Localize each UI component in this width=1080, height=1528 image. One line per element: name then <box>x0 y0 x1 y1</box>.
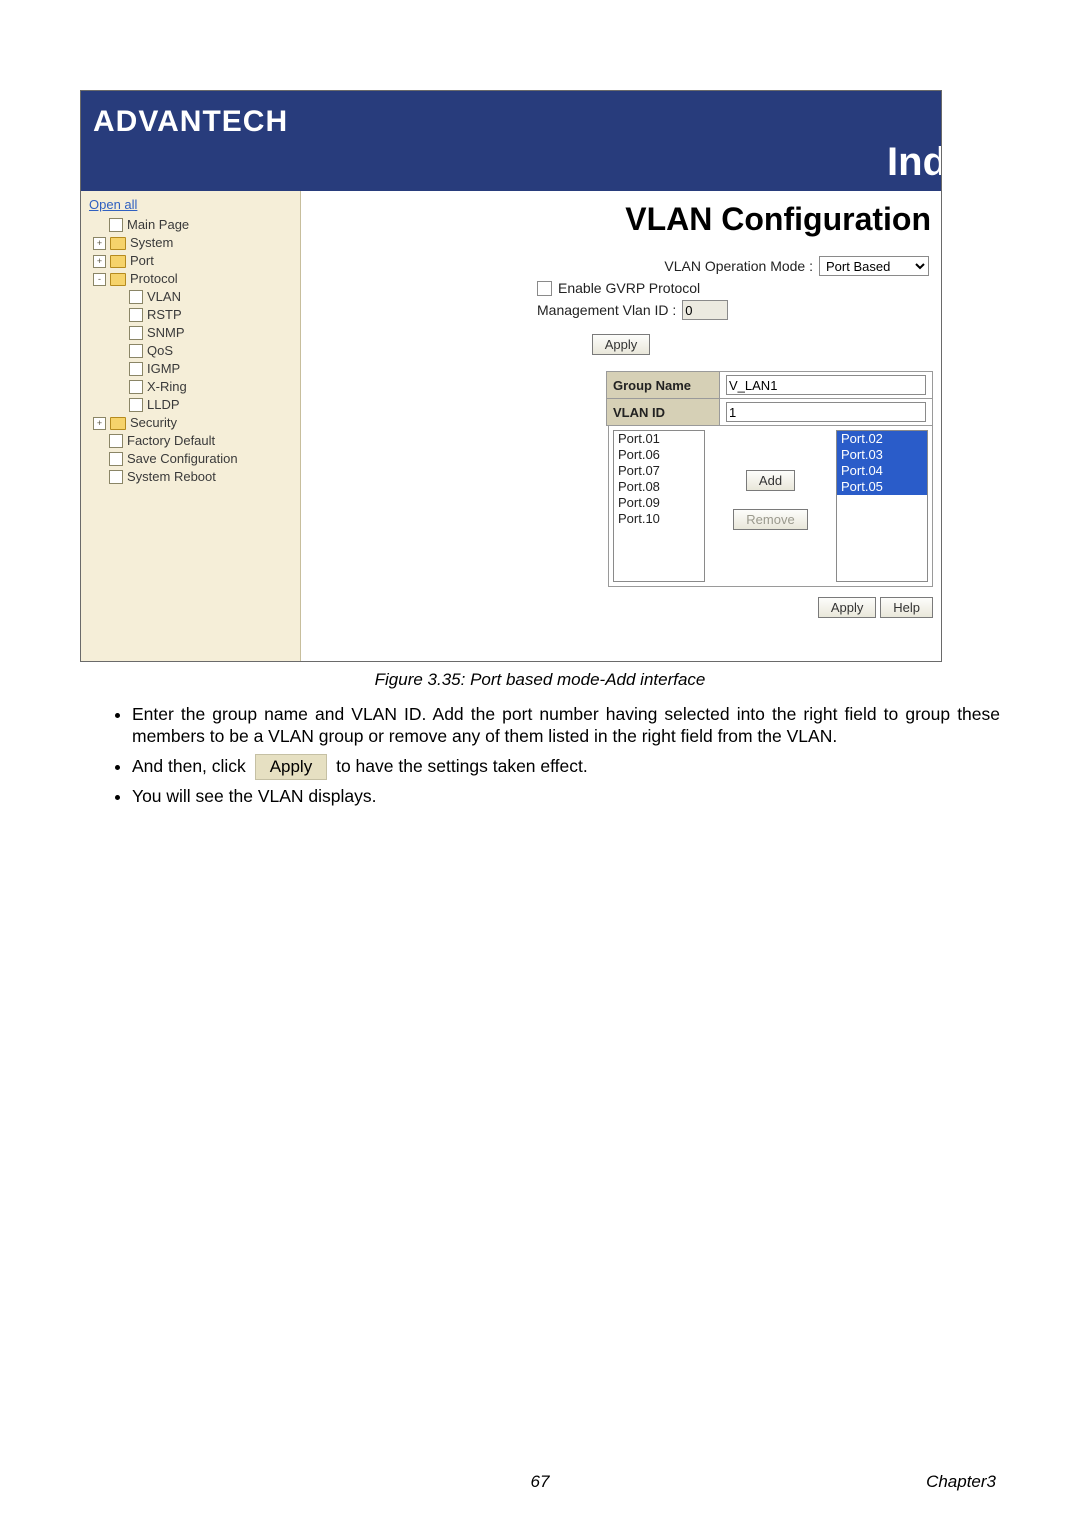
page-title: VLAN Configuration <box>307 201 935 238</box>
nav-item-label: Protocol <box>130 270 178 288</box>
open-all-link[interactable]: Open all <box>89 197 296 212</box>
nav-item-qos[interactable]: QoS <box>87 342 296 360</box>
instruction-text: to have the settings taken effect. <box>336 756 588 776</box>
page-icon <box>109 452 123 466</box>
nav-item-snmp[interactable]: SNMP <box>87 324 296 342</box>
nav-item-label: Port <box>130 252 154 270</box>
folder-icon <box>110 417 126 430</box>
instruction-item: And then, click Apply to have the settin… <box>132 754 1000 780</box>
page-icon <box>129 290 143 304</box>
gvrp-label: Enable GVRP Protocol <box>558 280 700 296</box>
folder-icon <box>110 273 126 286</box>
port-option-selected[interactable]: Port.04 <box>837 463 927 479</box>
nav-item-label: X-Ring <box>147 378 187 396</box>
port-option-selected[interactable]: Port.05 <box>837 479 927 495</box>
industrial-partial-text: Ind <box>887 140 942 185</box>
apply-button-bottom[interactable]: Apply <box>818 597 877 618</box>
help-button[interactable]: Help <box>880 597 933 618</box>
mgmt-vlan-input[interactable] <box>682 300 728 320</box>
nav-item-x-ring[interactable]: X-Ring <box>87 378 296 396</box>
nav-item-label: LLDP <box>147 396 180 414</box>
brand-logo-text: ADVANTECH <box>93 105 288 139</box>
selected-ports-list[interactable]: Port.02Port.03Port.04Port.05 <box>836 430 928 582</box>
apply-button-top[interactable]: Apply <box>592 334 651 355</box>
vlan-id-header: VLAN ID <box>607 399 720 426</box>
add-port-button[interactable]: Add <box>746 470 795 491</box>
nav-item-label: SNMP <box>147 324 185 342</box>
nav-item-label: Main Page <box>127 216 189 234</box>
chapter-label: Chapter3 <box>926 1472 996 1492</box>
vlan-mode-select[interactable]: Port Based <box>819 256 929 276</box>
port-option[interactable]: Port.07 <box>614 463 704 479</box>
vlan-table: Group Name VLAN ID <box>606 371 933 426</box>
port-option[interactable]: Port.08 <box>614 479 704 495</box>
vlan-id-input[interactable] <box>726 402 926 422</box>
header-banner: ADVANTECH Ind <box>81 91 941 191</box>
group-name-input[interactable] <box>726 375 926 395</box>
port-option[interactable]: Port.01 <box>614 431 704 447</box>
page-icon <box>109 470 123 484</box>
nav-item-label: VLAN <box>147 288 181 306</box>
nav-item-protocol[interactable]: - Protocol <box>87 270 296 288</box>
nav-item-factory-default[interactable]: Factory Default <box>87 432 296 450</box>
port-option[interactable]: Port.06 <box>614 447 704 463</box>
page-icon <box>109 218 123 232</box>
nav-item-system-reboot[interactable]: System Reboot <box>87 468 296 486</box>
port-picker: Port.01Port.06Port.07Port.08Port.09Port.… <box>608 426 933 587</box>
content-pane: VLAN Configuration VLAN Operation Mode :… <box>301 191 941 661</box>
port-option[interactable]: Port.10 <box>614 511 704 527</box>
page-icon <box>129 326 143 340</box>
nav-item-label: Security <box>130 414 177 432</box>
nav-item-rstp[interactable]: RSTP <box>87 306 296 324</box>
mgmt-vlan-label: Management Vlan ID : <box>537 302 676 318</box>
nav-item-label: Save Configuration <box>127 450 238 468</box>
page-icon <box>109 434 123 448</box>
instruction-text: And then, click <box>132 756 246 776</box>
expand-icon[interactable]: + <box>93 417 106 430</box>
collapse-icon[interactable]: - <box>93 273 106 286</box>
nav-item-label: System <box>130 234 173 252</box>
nav-item-label: Factory Default <box>127 432 215 450</box>
nav-sidebar: Open all Main Page + System + Port - ProtocolV… <box>81 191 301 661</box>
nav-item-lldp[interactable]: LLDP <box>87 396 296 414</box>
port-option[interactable]: Port.09 <box>614 495 704 511</box>
nav-item-port[interactable]: + Port <box>87 252 296 270</box>
nav-item-vlan[interactable]: VLAN <box>87 288 296 306</box>
port-option-selected[interactable]: Port.02 <box>837 431 927 447</box>
instruction-item: You will see the VLAN displays. <box>132 786 1000 808</box>
nav-item-main-page[interactable]: Main Page <box>87 216 296 234</box>
nav-item-security[interactable]: + Security <box>87 414 296 432</box>
instruction-list: Enter the group name and VLAN ID. Add th… <box>80 704 1000 808</box>
expand-icon[interactable]: + <box>93 237 106 250</box>
page-icon <box>129 398 143 412</box>
page-icon <box>129 362 143 376</box>
folder-icon <box>110 255 126 268</box>
nav-item-save-configuration[interactable]: Save Configuration <box>87 450 296 468</box>
inline-apply-button: Apply <box>255 754 328 780</box>
gvrp-checkbox[interactable] <box>537 281 552 296</box>
page-icon <box>129 344 143 358</box>
nav-item-label: RSTP <box>147 306 182 324</box>
nav-item-system[interactable]: + System <box>87 234 296 252</box>
group-name-header: Group Name <box>607 372 720 399</box>
instruction-item: Enter the group name and VLAN ID. Add th… <box>132 704 1000 748</box>
page-icon <box>129 380 143 394</box>
figure-caption: Figure 3.35: Port based mode-Add interfa… <box>80 670 1000 690</box>
nav-item-label: IGMP <box>147 360 180 378</box>
page-icon <box>129 308 143 322</box>
remove-port-button[interactable]: Remove <box>733 509 807 530</box>
expand-icon[interactable]: + <box>93 255 106 268</box>
page-number: 67 <box>0 1472 1080 1492</box>
mode-label: VLAN Operation Mode : <box>664 258 813 274</box>
folder-icon <box>110 237 126 250</box>
nav-item-igmp[interactable]: IGMP <box>87 360 296 378</box>
nav-item-label: System Reboot <box>127 468 216 486</box>
nav-item-label: QoS <box>147 342 173 360</box>
port-option-selected[interactable]: Port.03 <box>837 447 927 463</box>
available-ports-list[interactable]: Port.01Port.06Port.07Port.08Port.09Port.… <box>613 430 705 582</box>
screenshot-region: ADVANTECH Ind Open all Main Page+System+… <box>80 90 942 662</box>
